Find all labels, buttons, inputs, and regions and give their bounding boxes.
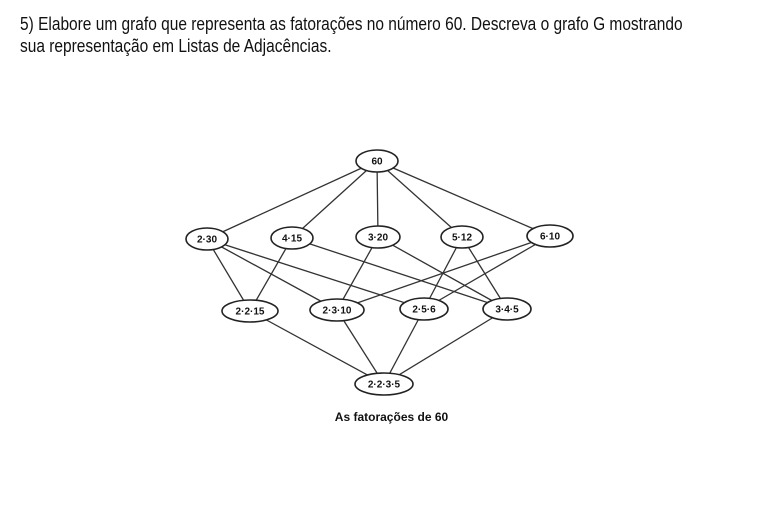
edge-60-6_10 [376,160,551,237]
node-label: 2·2·15 [236,307,265,318]
node-ellipse [482,297,532,321]
node-4-15: 4·15 [270,226,314,250]
edge-4_15-2_2_15 [249,237,293,312]
node-ellipse [354,372,414,396]
edge-3_20-2_3_10 [336,236,379,311]
node-label: 5·12 [452,233,472,244]
edge-2_30-2_2_15 [206,238,251,312]
node-2-2-3-5: 2·2·3·5 [354,372,414,396]
graph-caption: As fatorações de 60 [334,410,449,424]
edge-60-3_20 [376,160,379,238]
edge-4_15-3_4_5 [291,237,508,310]
node-ellipse [309,298,365,322]
node-5-12: 5·12 [440,225,484,249]
edge-2_3_10-2_2_3_5 [336,309,385,385]
edge-60-4_15 [291,160,378,239]
node-ellipse [221,299,279,323]
node-ellipse [355,149,399,173]
node-label: 6·10 [540,232,560,243]
node-ellipse [440,225,484,249]
node-label: 60 [371,157,383,168]
node-60: 60 [355,149,399,173]
node-2-30: 2·30 [185,227,229,251]
graph-nodes: 60 2·30 4·15 3·20 5·12 6·10 2·2·15 2·3·10 2·5·6 3… [185,149,574,396]
question-line-2: sua representação em Listas de Adjacênci… [20,36,332,56]
edge-60-2_30 [206,160,378,240]
node-3-20: 3·20 [355,225,401,249]
edge-60-5_12 [376,160,463,238]
edge-2_30-2_5_6 [206,238,425,310]
edge-2_30-2_3_10 [206,238,338,311]
edge-5_12-3_4_5 [461,236,508,310]
node-label: 2·3·10 [323,306,352,317]
node-ellipse [270,226,314,250]
node-label: 2·30 [197,235,217,246]
node-ellipse [399,297,449,321]
node-label: 3·4·5 [495,305,519,316]
node-ellipse [185,227,229,251]
node-label: 3·20 [368,233,388,244]
node-6-10: 6·10 [526,224,574,248]
question-text: 5) Elabore um grafo que representa as fa… [20,13,768,57]
node-ellipse [355,225,401,249]
node-label: 2·5·6 [412,305,436,316]
question-line-1: 5) Elabore um grafo que representa as fa… [20,14,683,34]
node-label: 4·15 [282,234,302,245]
node-2-5-6: 2·5·6 [399,297,449,321]
graph-edges [206,160,551,385]
edge-6_10-2_3_10 [336,235,551,311]
node-ellipse [526,224,574,248]
edge-2_5_6-2_2_3_5 [383,308,425,385]
node-2-3-10: 2·3·10 [309,298,365,322]
node-2-2-15: 2·2·15 [221,299,279,323]
edge-2_2_15-2_2_3_5 [249,310,385,385]
node-label: 2·2·3·5 [368,380,401,391]
node-3-4-5: 3·4·5 [482,297,532,321]
edge-3_4_5-2_2_3_5 [383,308,508,385]
edge-6_10-2_5_6 [423,235,551,310]
